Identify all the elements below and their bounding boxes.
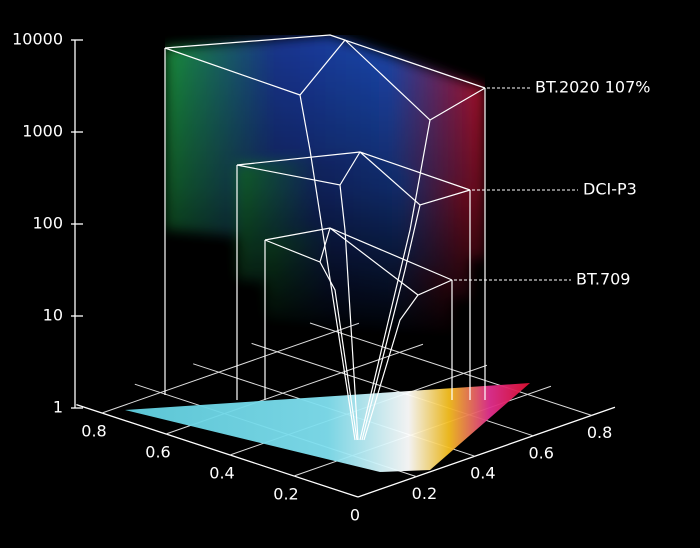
y-tick-label: 100 bbox=[32, 214, 63, 233]
x-tick-label: 0.2 bbox=[273, 485, 298, 504]
x-tick-label: 0.8 bbox=[81, 422, 106, 441]
gamut-floor bbox=[125, 383, 530, 472]
y-tick-label: 1 bbox=[53, 398, 63, 417]
volume-fills bbox=[165, 35, 485, 340]
x-axis bbox=[76, 403, 359, 498]
x-tick-label: 0.6 bbox=[145, 443, 170, 462]
z-tick-label: 0.2 bbox=[412, 484, 437, 503]
volume-edges bbox=[164, 34, 486, 441]
grid-line bbox=[101, 322, 360, 414]
grid-line bbox=[309, 322, 592, 416]
x-tick-label: 0 bbox=[350, 506, 360, 525]
z-tick-label: 0.6 bbox=[528, 443, 553, 462]
y-tick-label: 10000 bbox=[12, 30, 63, 49]
z-axis bbox=[357, 406, 616, 498]
x-tick-label: 0.4 bbox=[209, 464, 234, 483]
volume-label: BT.2020 107% bbox=[535, 78, 650, 97]
z-tick-label: 0.8 bbox=[587, 423, 612, 442]
y-tick-label: 10 bbox=[43, 306, 63, 325]
z-tick-label: 0.4 bbox=[470, 464, 495, 483]
y-tick-label: 1000 bbox=[22, 122, 63, 141]
volume-label: BT.709 bbox=[576, 270, 630, 289]
volume-label: DCI-P3 bbox=[583, 180, 637, 199]
